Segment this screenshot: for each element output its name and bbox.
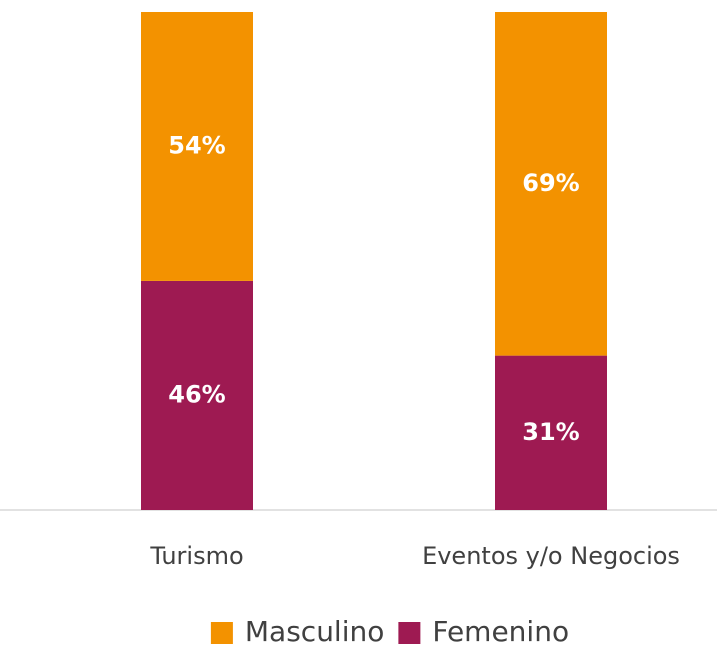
data-label: 46% <box>168 380 225 408</box>
data-label: 31% <box>522 418 579 446</box>
x-tick-label: Turismo <box>149 542 243 570</box>
legend-swatch <box>210 622 233 644</box>
data-label: 69% <box>522 169 579 197</box>
legend-label: Masculino <box>245 615 384 648</box>
legend-label: Femenino <box>432 615 569 648</box>
bar-segment <box>495 12 607 356</box>
x-tick-label: Eventos y/o Negocios <box>422 542 680 570</box>
bar-segment <box>141 280 253 510</box>
bar-segment <box>141 12 253 281</box>
data-label: 54% <box>168 131 225 159</box>
bar-segment <box>495 355 607 510</box>
legend-swatch <box>398 622 421 644</box>
